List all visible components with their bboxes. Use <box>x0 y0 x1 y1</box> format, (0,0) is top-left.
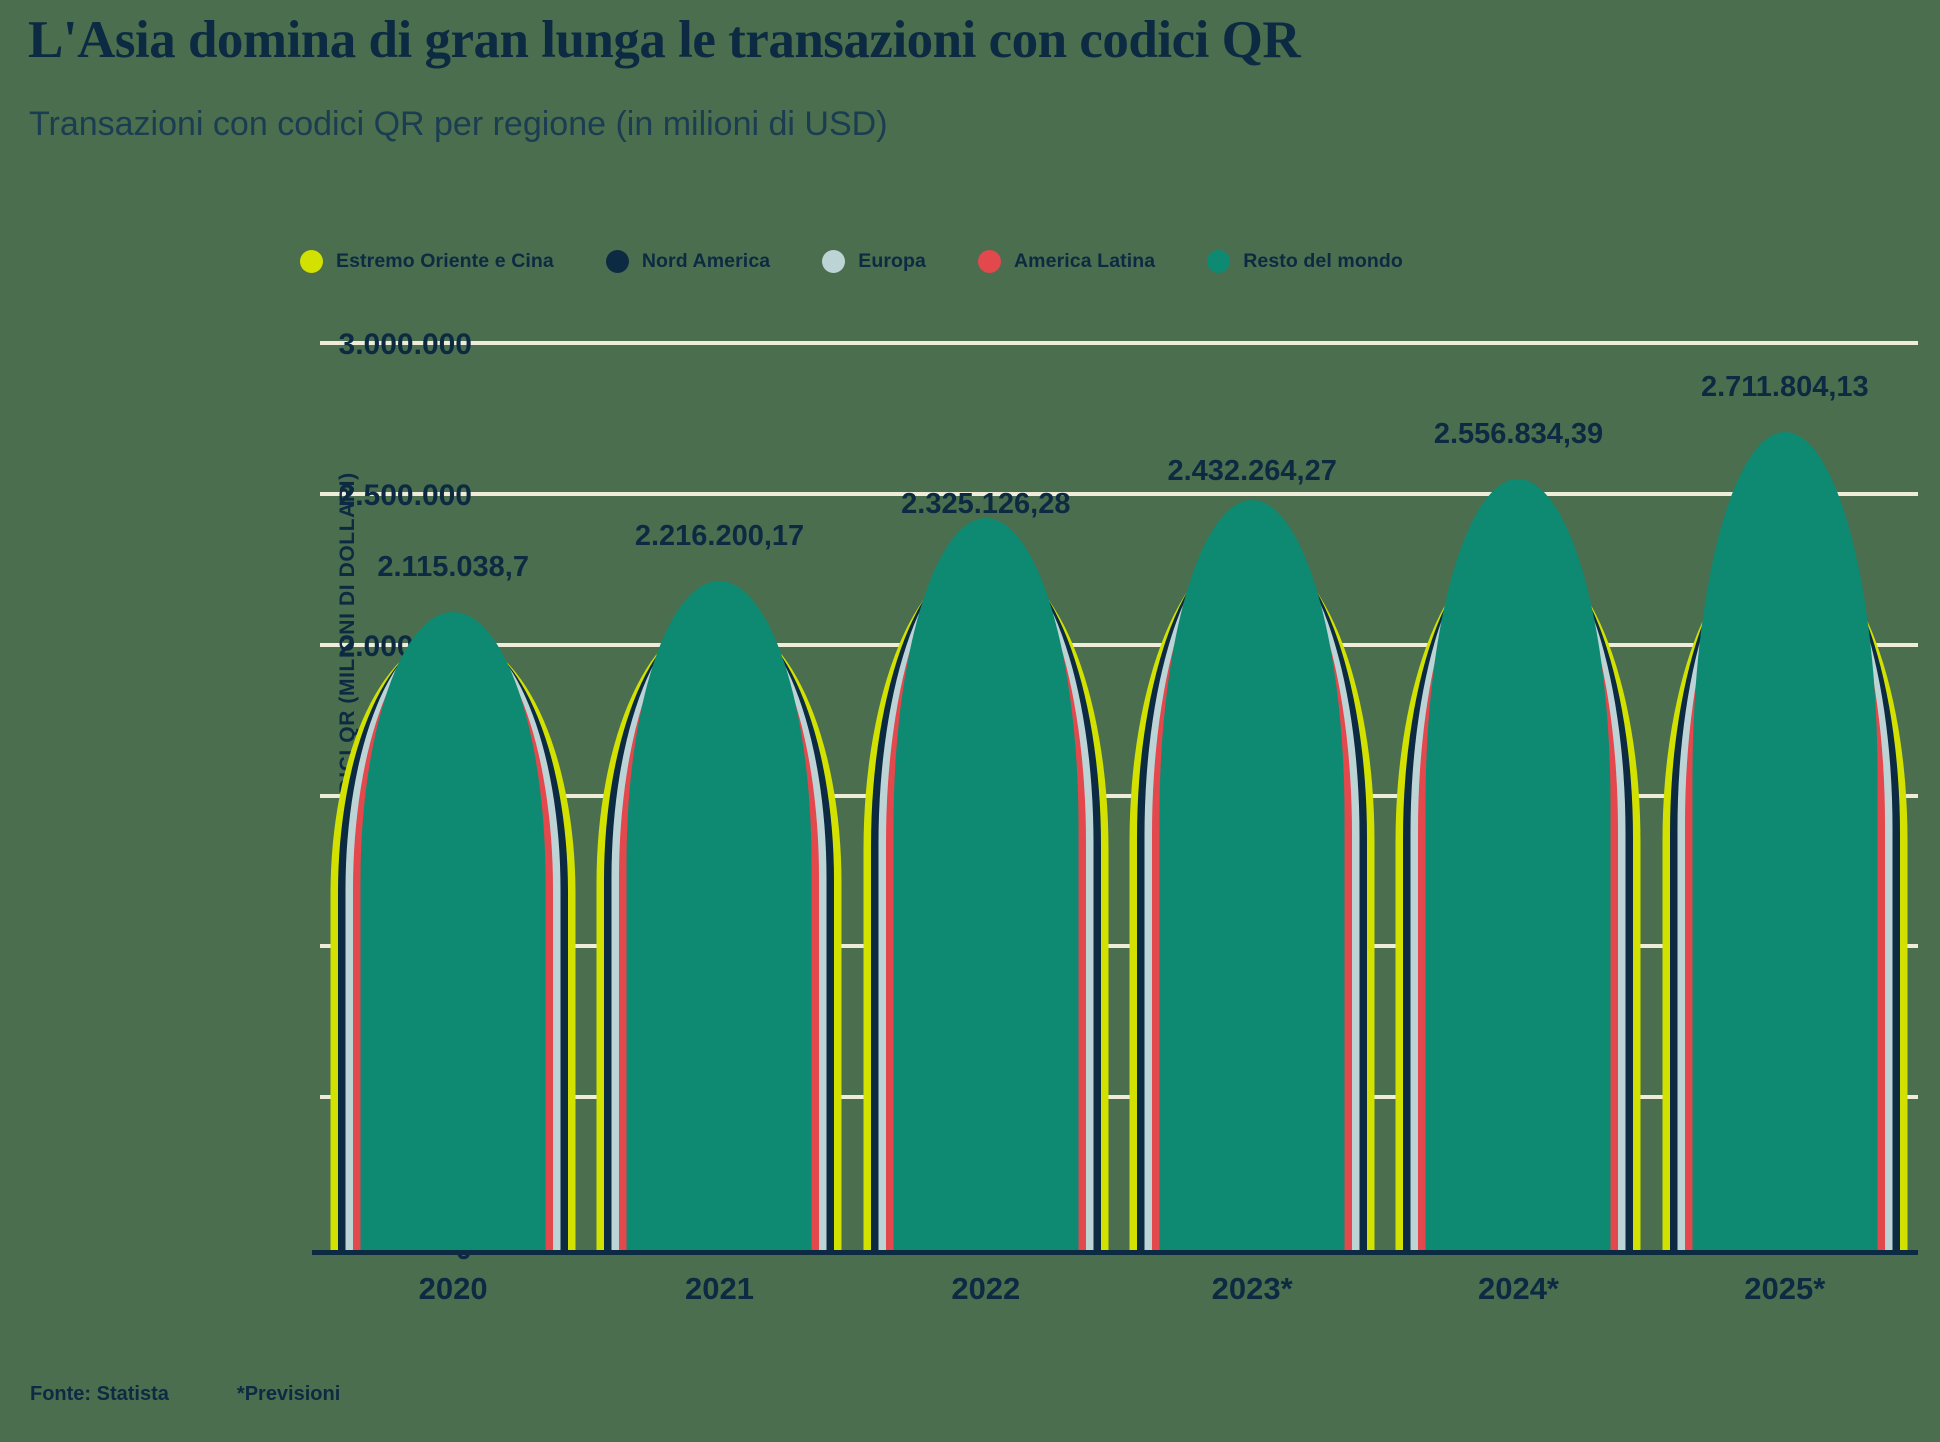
bar-segment <box>1425 478 1611 1250</box>
legend-item-label: Estremo Oriente e Cina <box>336 250 554 272</box>
legend-item-1[interactable]: Nord America <box>605 250 771 273</box>
x-axis-baseline <box>312 1250 1918 1255</box>
legend-item-label: Europa <box>858 250 926 272</box>
bar-segment <box>1159 499 1345 1250</box>
x-axis-tick-label: 2021 <box>685 1271 754 1306</box>
page-title: L'Asia domina di gran lunga le transazio… <box>28 11 1301 69</box>
gridline <box>320 1095 1918 1100</box>
legend-item-0[interactable]: Estremo Oriente e Cina <box>300 250 554 273</box>
x-axis-tick-label: 2023* <box>1211 1271 1293 1306</box>
bar-column-2024[interactable]: 2.556.834,39 2024* <box>1385 345 1651 1306</box>
bar-segment <box>626 581 812 1250</box>
legend-item-4[interactable]: Resto del mondo <box>1207 250 1403 273</box>
gridline <box>320 491 1918 496</box>
legend-dot-icon <box>978 250 1001 273</box>
bar-value-label: 2.432.264,27 <box>1167 455 1337 488</box>
bar-value-label: 2.325.126,28 <box>901 487 1071 520</box>
bar-value-label: 2.216.200,17 <box>634 520 805 553</box>
legend-item-3[interactable]: America Latina <box>978 250 1155 273</box>
legend-dot-icon <box>605 250 629 273</box>
gridline <box>320 793 1918 798</box>
y-axis-tick-label: 2.500.000 <box>338 478 472 512</box>
legend-dot-icon <box>822 250 846 273</box>
x-axis-tick-label: 2022 <box>951 1271 1021 1306</box>
x-axis-tick-label: 2020 <box>418 1271 488 1306</box>
chart-plot-area: 0500.0001.000.0001.500.0002.000.0002.500… <box>312 328 1918 1306</box>
page-subtitle: Transazioni con codici QR per regione (i… <box>29 105 888 143</box>
bar-value-label: 2.711.804,13 <box>1700 370 1869 403</box>
x-axis-tick-label: 2024* <box>1477 1271 1559 1306</box>
forecast-note-label: *Previsioni <box>236 1383 341 1405</box>
bar-column-2023[interactable]: 2.432.264,27 2023* <box>1119 345 1385 1306</box>
chart-footer: Fonte: Statista *Previsioni <box>30 1383 340 1406</box>
gridline <box>320 642 1918 647</box>
bar-column-2025[interactable]: 2.711.804,13 2025* <box>1652 345 1918 1306</box>
legend-item-label: America Latina <box>1014 250 1156 272</box>
bar-segment <box>893 518 1079 1250</box>
bar-value-label: 2.556.834,39 <box>1433 417 1604 450</box>
bar-value-label: 2.115.038,7 <box>377 550 529 583</box>
legend-item-2[interactable]: Europa <box>822 250 926 273</box>
bar-column-2020[interactable]: 2.115.038,7 2020 <box>320 345 586 1306</box>
gridline <box>320 944 1918 949</box>
source-label: Fonte: Statista <box>30 1383 169 1405</box>
bar-column-2021[interactable]: 2.216.200,17 2021 <box>586 345 852 1306</box>
bar-segment <box>1692 431 1878 1250</box>
y-axis-tick-label: 3.000.000 <box>338 328 472 361</box>
bar-series-group: 2.115.038,7 2020 2.216.200,17 2021 2.325.126… <box>320 345 1918 1306</box>
bar-segment <box>360 611 546 1250</box>
legend-dot-icon <box>1207 250 1231 273</box>
legend-dot-icon <box>300 250 323 273</box>
legend-item-label: Nord America <box>641 250 771 272</box>
gridline <box>320 341 1918 345</box>
bar-column-2022[interactable]: 2.325.126,28 2022 <box>853 345 1119 1306</box>
legend-item-label: Resto del mondo <box>1243 250 1403 272</box>
chart-legend: Estremo Oriente e Cina Nord America Europa… <box>300 250 1455 273</box>
x-axis-tick-label: 2025* <box>1744 1271 1826 1306</box>
